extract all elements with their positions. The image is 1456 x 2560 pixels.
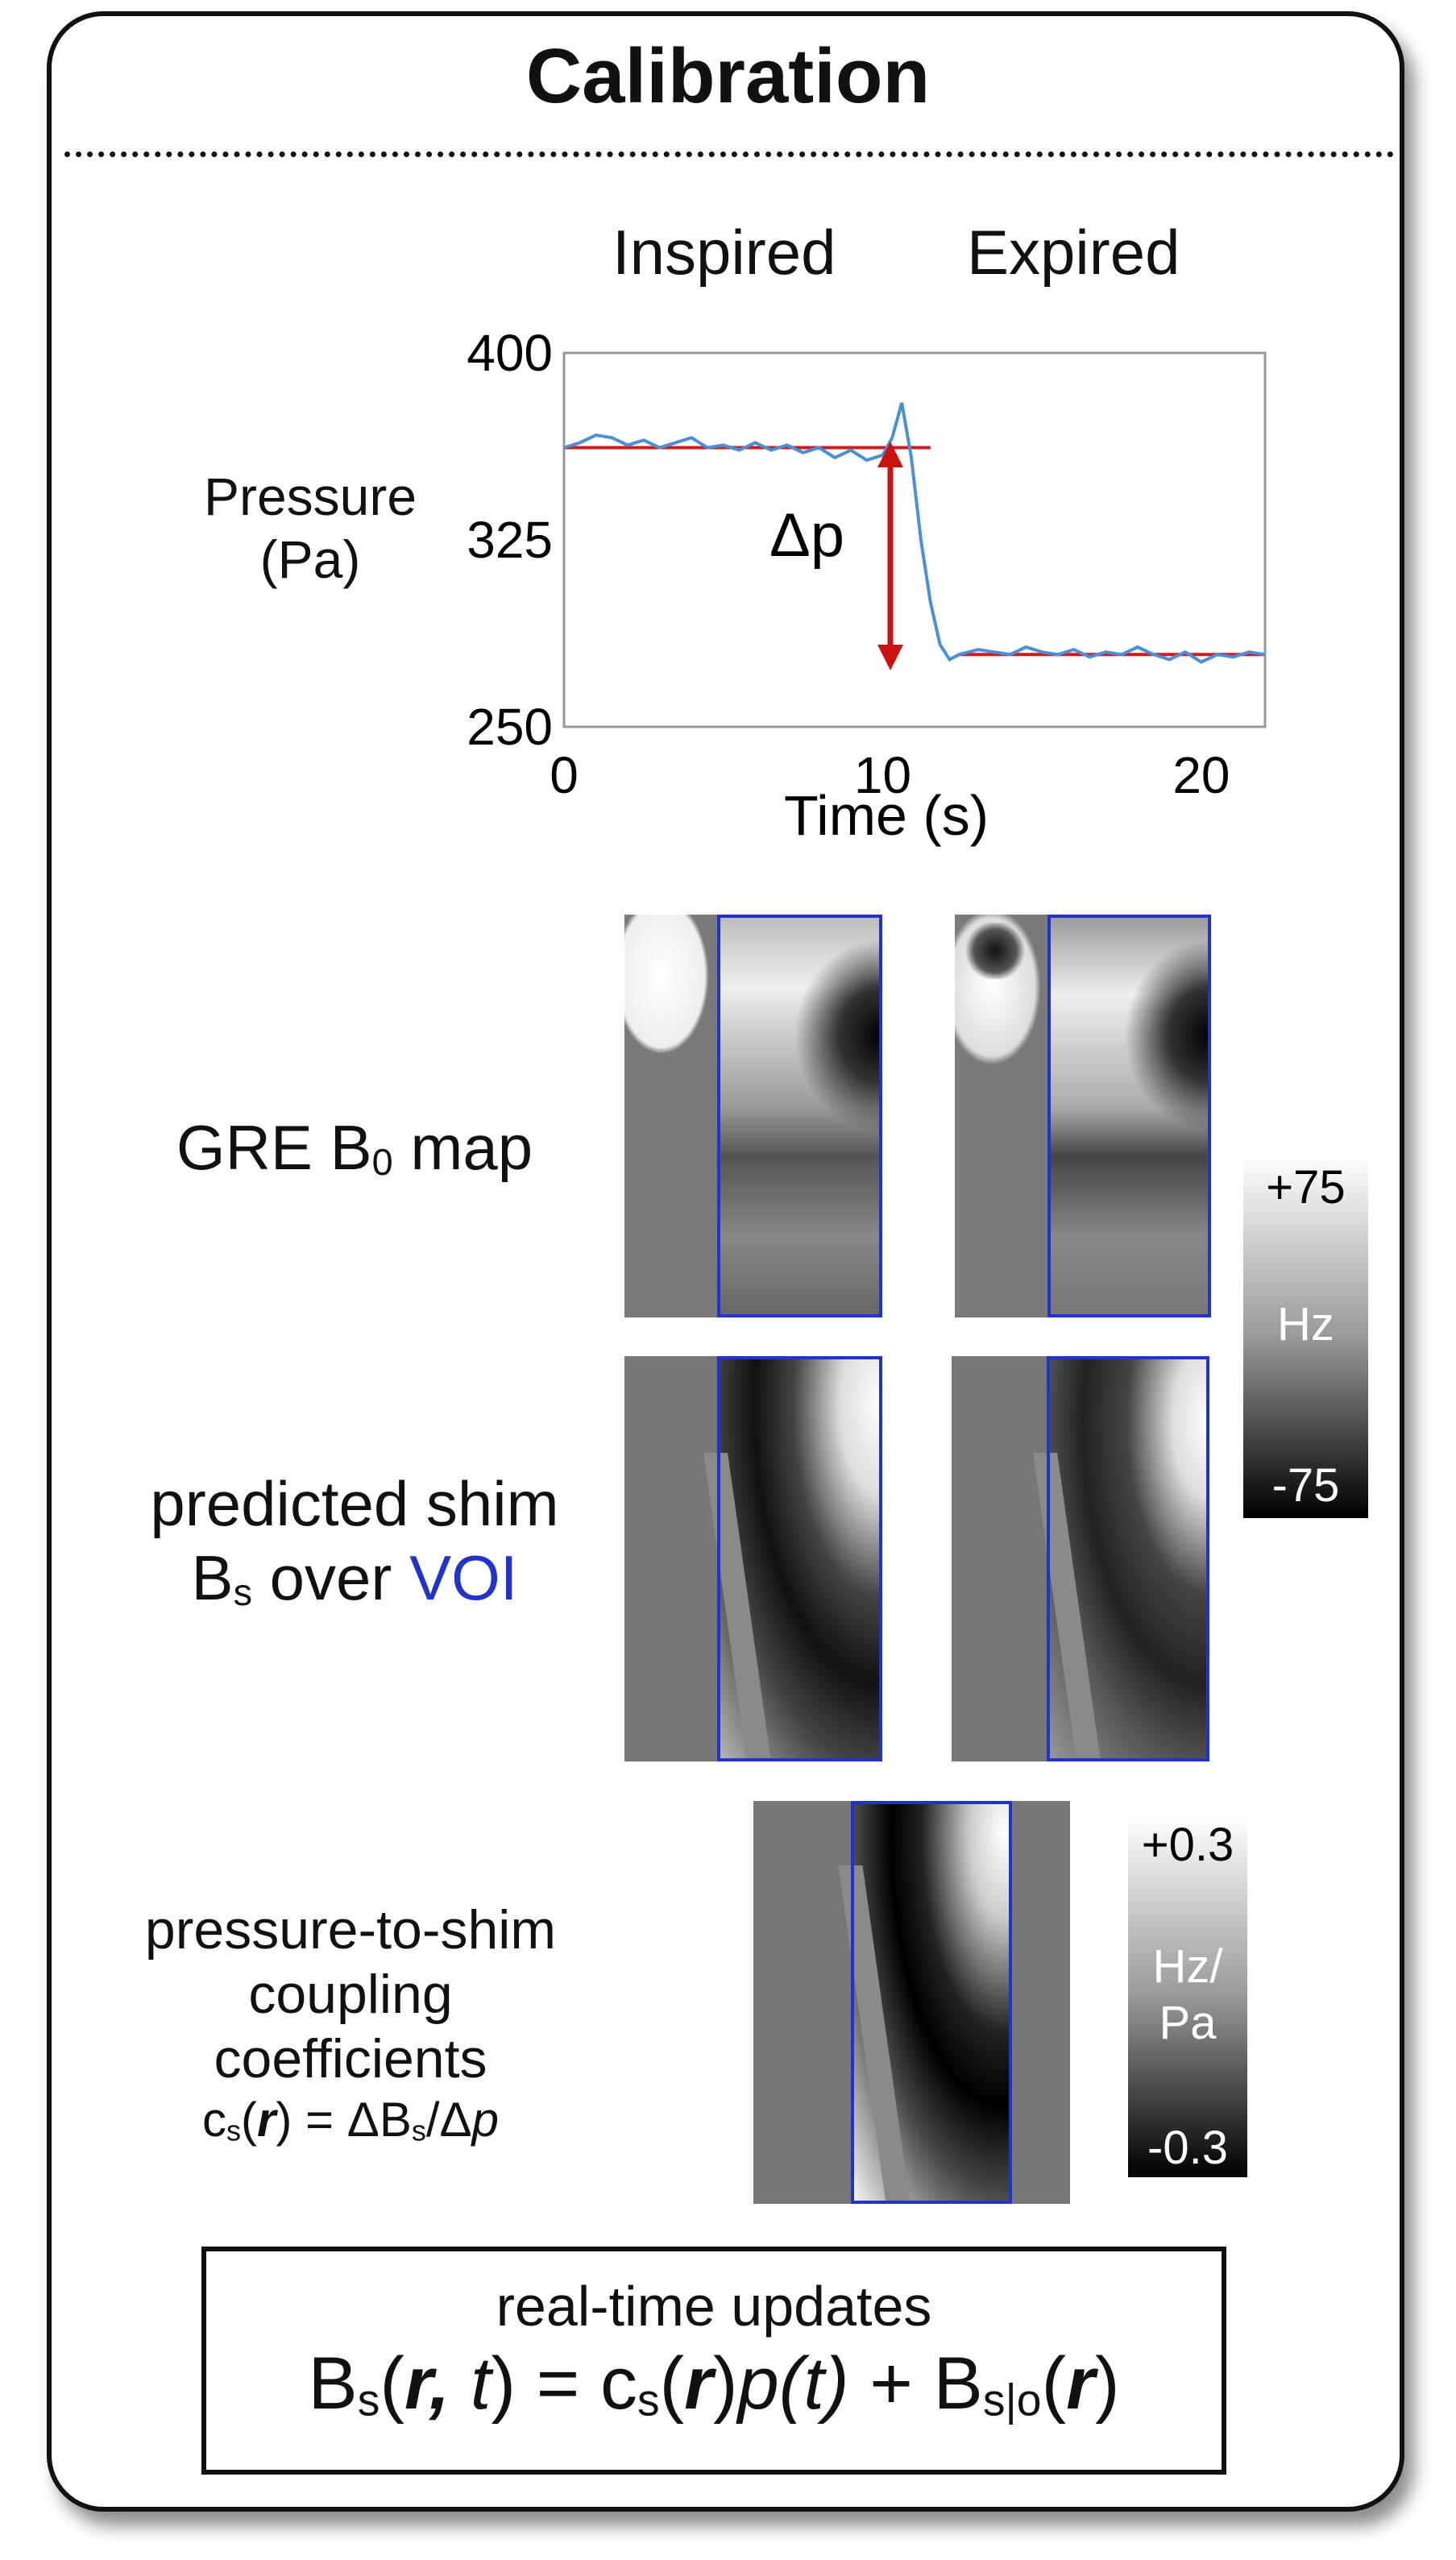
colorbar-hz-unit: Hz [1277, 1298, 1334, 1351]
voi-box-coupling [851, 1801, 1012, 2204]
voi-box-gre-inspired [717, 915, 882, 1317]
predicted-shim-label: predicted shim Bs over VOI [150, 1468, 559, 1614]
y-tick-label: 325 [467, 511, 553, 569]
y-tick-label: 250 [467, 698, 553, 756]
delta-p-arrow [877, 442, 903, 670]
x-tick-label: 10 [854, 746, 911, 804]
plot-frame [562, 351, 1267, 728]
pressure-chart: 400 325 250 0 10 20 Δp Time (s) [467, 324, 1267, 847]
page-title: Calibration [525, 33, 931, 119]
delta-p-label: Δp [769, 501, 844, 570]
voi-box-gre-expired [1047, 915, 1211, 1317]
voi-box-shim-expired [1047, 1356, 1209, 1761]
updates-title: real-time updates [496, 2275, 932, 2338]
x-tick-label: 20 [1172, 746, 1230, 804]
dotted-divider [64, 151, 1394, 157]
coupling-coefficients-label: pressure-to-shim coupling coefficients c… [144, 1899, 557, 2147]
coupling-coefficient-map [753, 1801, 1070, 2204]
column-header-expired: Expired [967, 217, 1180, 288]
pressure-axis-label: Pressure (Pa) [203, 467, 417, 589]
colorbar-hz-per-pa: +0.3 Hz/ Pa -0.3 [1128, 1815, 1247, 2177]
update-equation: Bs(r, t) = cs(r)p(t) + Bs|o(r) [308, 2342, 1120, 2425]
predicted-shim-expired [952, 1356, 1209, 1761]
map-dark-field [1124, 939, 1211, 1132]
x-axis-label: Time (s) [784, 784, 989, 847]
y-tick-label: 400 [467, 324, 553, 382]
colorbar-coupling-bottom: -0.3 [1147, 2122, 1228, 2174]
x-tick-label: 0 [550, 746, 579, 804]
colorbar-coupling-top: +0.3 [1141, 1819, 1234, 1871]
voi-label: VOI [409, 1542, 518, 1614]
map-white-structure [624, 915, 717, 1068]
pressure-series-line [563, 402, 1266, 664]
voi-box-shim-inspired [717, 1356, 882, 1761]
colorbar-coupling-unit1: Hz/ [1152, 1940, 1223, 1993]
map-dark-field [794, 939, 882, 1132]
map-dark-spot [963, 923, 1027, 979]
colorbar-coupling-unit2: Pa [1159, 1997, 1217, 2049]
colorbar-hz-bottom: -75 [1271, 1459, 1340, 1512]
gre-map-expired [955, 915, 1211, 1317]
gre-map-inspired [624, 915, 882, 1317]
real-time-updates-box: real-time updates Bs(r, t) = cs(r)p(t) +… [201, 2247, 1226, 2475]
gre-map-label: GRE B0 map [176, 1112, 533, 1184]
column-header-inspired: Inspired [612, 217, 836, 288]
colorbar-hz: +75 Hz -75 [1243, 1154, 1368, 1518]
colorbar-hz-top: +75 [1266, 1161, 1346, 1214]
predicted-shim-inspired [624, 1356, 882, 1761]
